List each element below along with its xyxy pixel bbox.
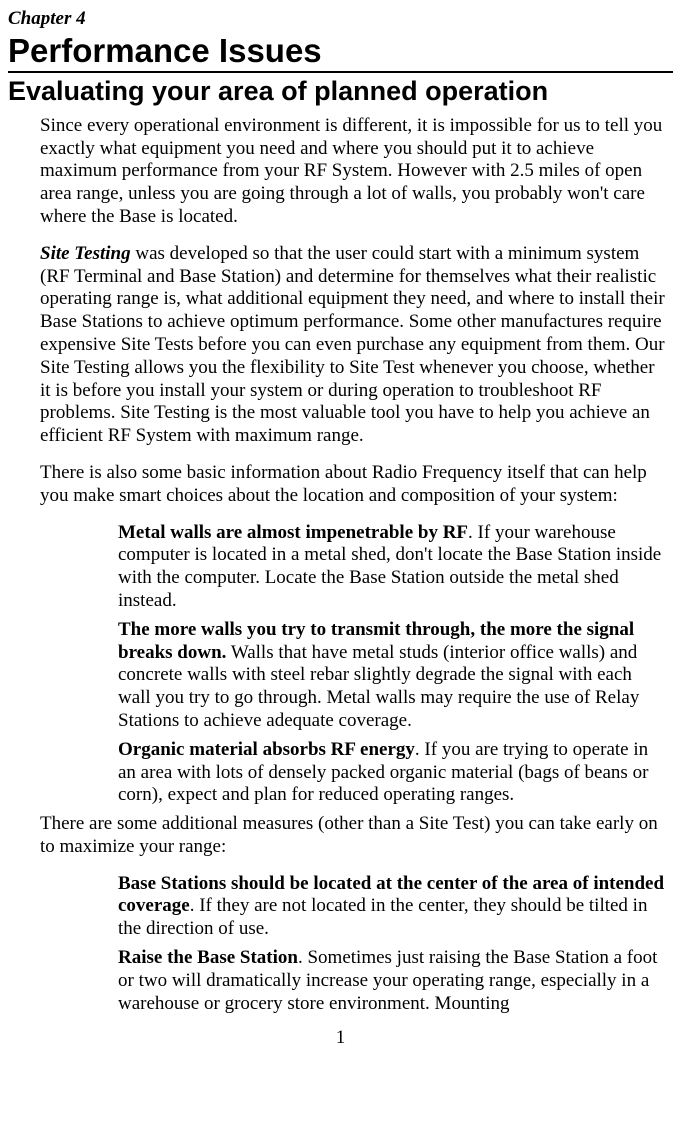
paragraph-site-testing: Site Testing was developed so that the u… [40,243,669,448]
page-number: 1 [8,1027,673,1050]
tip-base-station-center: Base Stations should be located at the c… [118,873,669,941]
tip-metal-walls: Metal walls are almost impenetrable by R… [118,522,669,613]
paragraph-additional-measures: There are some additional measures (othe… [40,813,669,859]
paragraph-rf-info-intro: There is also some basic information abo… [40,462,669,508]
site-testing-rest: was developed so that the user could sta… [40,243,665,446]
tip-raise-base-station: Raise the Base Station. Sometimes just r… [118,947,669,1015]
tip-base-station-center-rest: . If they are not located in the center,… [118,895,647,939]
tip-organic-material-lead: Organic material absorbs RF energy [118,739,415,760]
tip-raise-base-station-lead: Raise the Base Station [118,947,298,968]
chapter-title: Performance Issues [8,33,673,73]
tip-more-walls: The more walls you try to transmit throu… [118,619,669,733]
site-testing-lead: Site Testing [40,243,131,264]
paragraph-intro: Since every operational environment is d… [40,115,669,229]
tip-organic-material: Organic material absorbs RF energy. If y… [118,739,669,807]
tip-metal-walls-lead: Metal walls are almost impenetrable by R… [118,522,468,543]
chapter-label: Chapter 4 [8,8,673,31]
section-title: Evaluating your area of planned operatio… [8,77,673,107]
